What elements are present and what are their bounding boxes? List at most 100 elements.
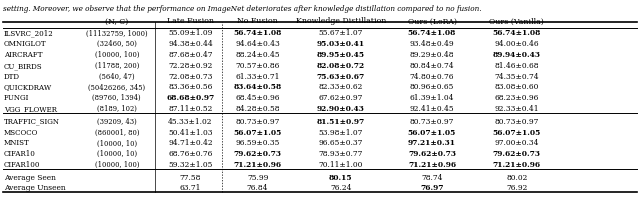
Text: 76.97: 76.97 (420, 184, 444, 192)
Text: 68.45±0.96: 68.45±0.96 (236, 94, 280, 102)
Text: 56.74±1.08: 56.74±1.08 (408, 29, 456, 37)
Text: (11788, 200): (11788, 200) (95, 62, 139, 70)
Text: 94.71±0.42: 94.71±0.42 (168, 139, 212, 147)
Text: (50426266, 345): (50426266, 345) (88, 83, 145, 91)
Text: (10000, 100): (10000, 100) (95, 161, 139, 169)
Text: 93.48±0.49: 93.48±0.49 (410, 40, 454, 48)
Text: 78.74: 78.74 (421, 174, 443, 182)
Text: 53.98±1.07: 53.98±1.07 (319, 129, 363, 137)
Text: 94.00±0.46: 94.00±0.46 (495, 40, 539, 48)
Text: Average Seen: Average Seen (4, 174, 56, 182)
Text: 72.08±0.73: 72.08±0.73 (168, 73, 212, 81)
Text: FUNGI: FUNGI (4, 94, 29, 102)
Text: Ours (Vanilla): Ours (Vanilla) (490, 17, 544, 25)
Text: 56.07±1.05: 56.07±1.05 (234, 129, 282, 137)
Text: 75.63±0.67: 75.63±0.67 (317, 73, 365, 81)
Text: VGG_FLOWER: VGG_FLOWER (4, 105, 57, 113)
Text: 83.08±0.60: 83.08±0.60 (495, 83, 539, 91)
Text: 70.11±1.00: 70.11±1.00 (319, 161, 363, 169)
Text: 55.09±1.09: 55.09±1.09 (168, 29, 212, 37)
Text: 71.21±0.96: 71.21±0.96 (408, 161, 456, 169)
Text: AIRCRAFT: AIRCRAFT (4, 51, 42, 59)
Text: 71.21±0.96: 71.21±0.96 (493, 161, 541, 169)
Text: TRAFFIC_SIGN: TRAFFIC_SIGN (4, 118, 60, 126)
Text: CIFAR10: CIFAR10 (4, 150, 36, 158)
Text: 61.39±1.04: 61.39±1.04 (410, 94, 454, 102)
Text: (39209, 43): (39209, 43) (97, 118, 137, 126)
Text: 50.41±1.03: 50.41±1.03 (168, 129, 212, 137)
Text: 79.62±0.73: 79.62±0.73 (234, 150, 282, 158)
Text: 97.00±0.34: 97.00±0.34 (495, 139, 539, 147)
Text: 82.08±0.72: 82.08±0.72 (317, 62, 365, 70)
Text: 77.58: 77.58 (180, 174, 201, 182)
Text: (10000, 100): (10000, 100) (95, 51, 139, 59)
Text: 81.51±0.97: 81.51±0.97 (317, 118, 365, 126)
Text: CIFAR100: CIFAR100 (4, 161, 40, 169)
Text: (10000, 10): (10000, 10) (97, 150, 137, 158)
Text: 84.28±0.58: 84.28±0.58 (236, 105, 280, 113)
Text: 80.73±0.97: 80.73±0.97 (236, 118, 280, 126)
Text: OMNIGLOT: OMNIGLOT (4, 40, 47, 48)
Text: 92.33±0.41: 92.33±0.41 (495, 105, 539, 113)
Text: 94.38±0.44: 94.38±0.44 (168, 40, 212, 48)
Text: 80.84±0.74: 80.84±0.74 (410, 62, 454, 70)
Text: 89.94±0.43: 89.94±0.43 (493, 51, 541, 59)
Text: (8189, 102): (8189, 102) (97, 105, 137, 113)
Text: 79.62±0.73: 79.62±0.73 (408, 150, 456, 158)
Text: 79.62±0.73: 79.62±0.73 (493, 150, 541, 158)
Text: 67.62±0.97: 67.62±0.97 (319, 94, 363, 102)
Text: (N, C): (N, C) (105, 17, 129, 25)
Text: 68.68±0.97: 68.68±0.97 (166, 94, 214, 102)
Text: ILSVRC_2012: ILSVRC_2012 (4, 29, 54, 37)
Text: 56.74±1.08: 56.74±1.08 (493, 29, 541, 37)
Text: 56.07±1.05: 56.07±1.05 (493, 129, 541, 137)
Text: 92.41±0.45: 92.41±0.45 (410, 105, 454, 113)
Text: 87.68±0.47: 87.68±0.47 (168, 51, 212, 59)
Text: Late Fusion: Late Fusion (167, 17, 214, 25)
Text: (32460, 50): (32460, 50) (97, 40, 137, 48)
Text: MNIST: MNIST (4, 139, 29, 147)
Text: 80.02: 80.02 (506, 174, 527, 182)
Text: setting. Moreover, we observe that the performance on ImageNet deteriorates afte: setting. Moreover, we observe that the p… (3, 5, 482, 13)
Text: 80.96±0.65: 80.96±0.65 (410, 83, 454, 91)
Text: 71.21±0.96: 71.21±0.96 (234, 161, 282, 169)
Text: 56.74±1.08: 56.74±1.08 (234, 29, 282, 37)
Text: 83.64±0.58: 83.64±0.58 (234, 83, 282, 91)
Text: 63.71: 63.71 (180, 184, 201, 192)
Text: 68.23±0.96: 68.23±0.96 (495, 94, 539, 102)
Text: 56.07±1.05: 56.07±1.05 (408, 129, 456, 137)
Text: 72.28±0.92: 72.28±0.92 (168, 62, 212, 70)
Text: CU_BIRDS: CU_BIRDS (4, 62, 42, 70)
Text: (11132759, 1000): (11132759, 1000) (86, 29, 148, 37)
Text: 80.73±0.97: 80.73±0.97 (410, 118, 454, 126)
Text: (89760, 1394): (89760, 1394) (93, 94, 141, 102)
Text: No Fusion: No Fusion (237, 17, 278, 25)
Text: 70.57±0.86: 70.57±0.86 (236, 62, 280, 70)
Text: 74.80±0.76: 74.80±0.76 (410, 73, 454, 81)
Text: 95.03±0.41: 95.03±0.41 (317, 40, 365, 48)
Text: 94.64±0.43: 94.64±0.43 (236, 40, 280, 48)
Text: 88.24±0.45: 88.24±0.45 (236, 51, 280, 59)
Text: 59.32±1.05: 59.32±1.05 (168, 161, 212, 169)
Text: DTD: DTD (4, 73, 20, 81)
Text: 97.21±0.31: 97.21±0.31 (408, 139, 456, 147)
Text: 78.93±0.77: 78.93±0.77 (319, 150, 363, 158)
Text: 92.90±0.43: 92.90±0.43 (317, 105, 365, 113)
Text: 45.33±1.02: 45.33±1.02 (168, 118, 212, 126)
Text: (5640, 47): (5640, 47) (99, 73, 134, 81)
Text: 80.15: 80.15 (329, 174, 353, 182)
Text: 96.65±0.37: 96.65±0.37 (319, 139, 363, 147)
Text: 89.29±0.48: 89.29±0.48 (410, 51, 454, 59)
Text: Ours (LoRA): Ours (LoRA) (408, 17, 456, 25)
Text: 55.67±1.07: 55.67±1.07 (319, 29, 363, 37)
Text: QUICKDRAW: QUICKDRAW (4, 83, 52, 91)
Text: MSCOCO: MSCOCO (4, 129, 38, 137)
Text: 96.59±0.35: 96.59±0.35 (236, 139, 280, 147)
Text: 83.36±0.56: 83.36±0.56 (168, 83, 212, 91)
Text: Knowledge Distillation: Knowledge Distillation (296, 17, 386, 25)
Text: 75.99: 75.99 (247, 174, 268, 182)
Text: 81.46±0.68: 81.46±0.68 (495, 62, 539, 70)
Text: (10000, 10): (10000, 10) (97, 139, 137, 147)
Text: Average Unseen: Average Unseen (4, 184, 65, 192)
Text: 89.95±0.45: 89.95±0.45 (317, 51, 365, 59)
